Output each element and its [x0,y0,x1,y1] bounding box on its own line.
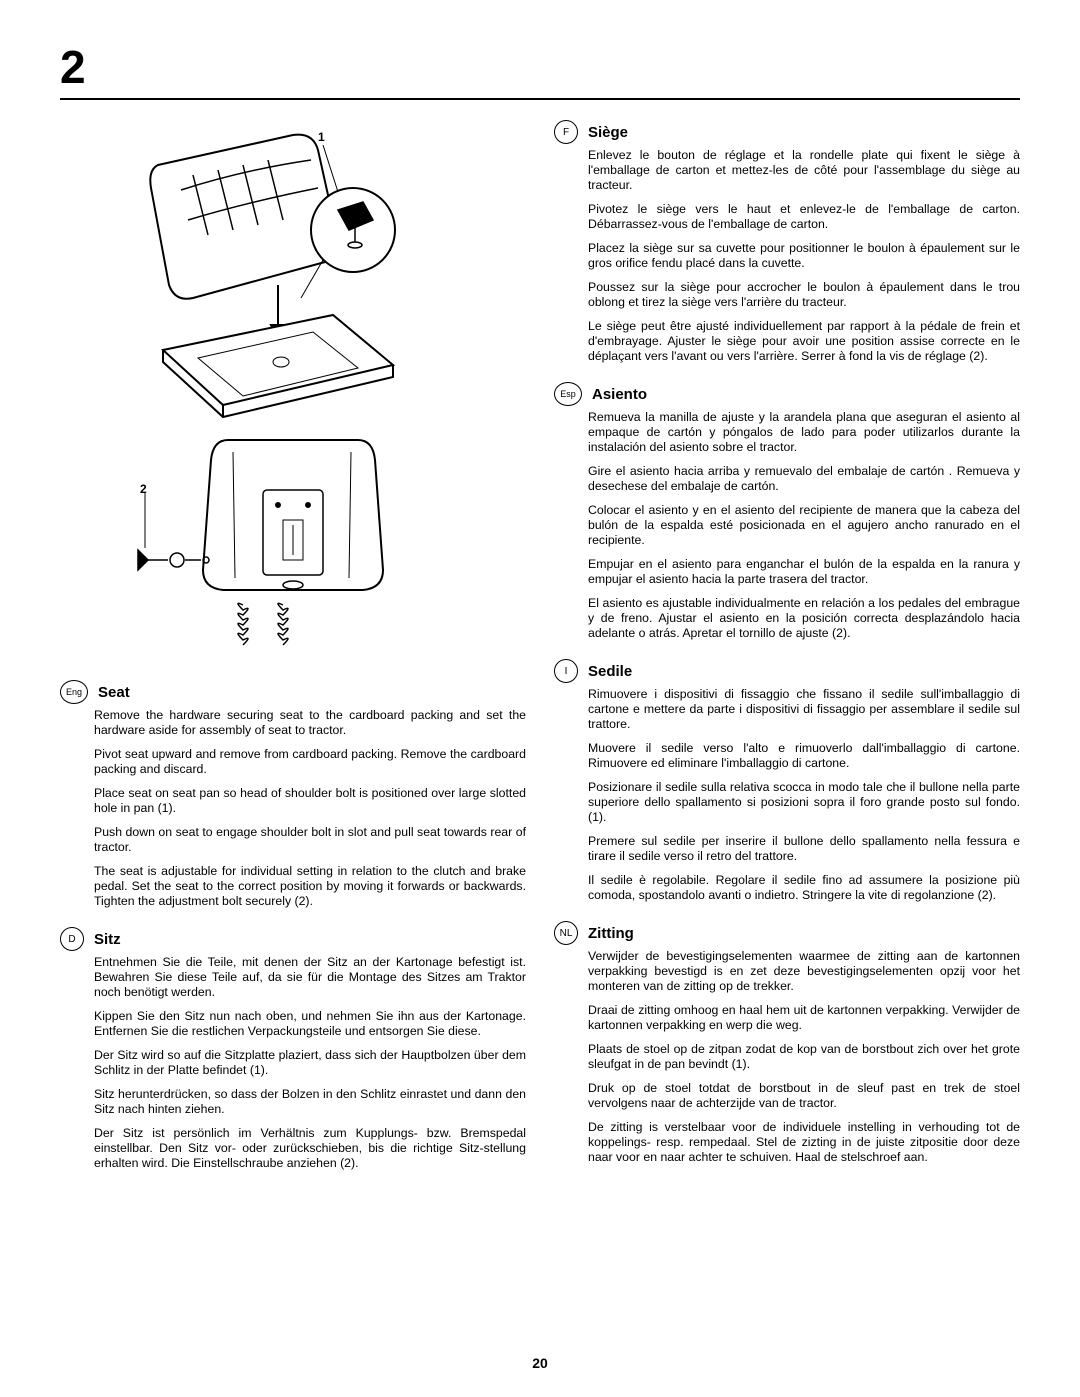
section-number: 2 [60,40,1020,94]
page-number: 20 [0,1355,1080,1371]
para: Plaats de stoel op de zitpan zodat de ko… [554,1042,1020,1072]
para: Verwijder de bevestigingselementen waarm… [554,949,1020,994]
para: Remueva la manilla de ajuste y la arande… [554,410,1020,455]
lang-block-eng: Eng Seat Remove the hardware securing se… [60,680,526,909]
lang-block-d: D Sitz Entnehmen Sie die Teile, mit dene… [60,927,526,1171]
lang-header-f: F Siège [554,120,1020,144]
seat-diagram-svg [60,120,526,680]
lang-header-i: I Sedile [554,659,1020,683]
content-columns: 1 2 [60,120,1020,1189]
lang-title-i: Sedile [588,663,632,680]
seat-diagram: 1 2 [60,120,526,680]
lang-code-f: F [554,120,578,144]
lang-code-eng: Eng [60,680,88,704]
para: Colocar el asiento y en el asiento del r… [554,503,1020,548]
lang-header-eng: Eng Seat [60,680,526,704]
para: Pivot seat upward and remove from cardbo… [60,747,526,777]
para: Empujar en el asiento para enganchar el … [554,557,1020,587]
lang-code-esp: Esp [554,382,582,406]
right-column: F Siège Enlevez le bouton de réglage et … [554,120,1020,1189]
para: Gire el asiento hacia arriba y remuevalo… [554,464,1020,494]
para: Muovere il sedile verso l'alto e rimuove… [554,741,1020,771]
para: Sitz herunterdrücken, so dass der Bolzen… [60,1087,526,1117]
lang-code-nl: NL [554,921,578,945]
left-column: 1 2 [60,120,526,1189]
para: Enlevez le bouton de réglage et la ronde… [554,148,1020,193]
para: Push down on seat to engage shoulder bol… [60,825,526,855]
lang-block-esp: Esp Asiento Remueva la manilla de ajuste… [554,382,1020,641]
para: Der Sitz wird so auf die Sitzplatte plaz… [60,1048,526,1078]
lang-code-i: I [554,659,578,683]
lang-block-f: F Siège Enlevez le bouton de réglage et … [554,120,1020,364]
para: Premere sul sedile per inserire il bullo… [554,834,1020,864]
para: Kippen Sie den Sitz nun nach oben, und n… [60,1009,526,1039]
para: El asiento es ajustable individualmente … [554,596,1020,641]
lang-block-nl: NL Zitting Verwijder de bevestigingselem… [554,921,1020,1165]
lang-header-d: D Sitz [60,927,526,951]
diagram-callout-1: 1 [318,130,325,144]
lang-title-nl: Zitting [588,925,634,942]
lang-title-eng: Seat [98,684,130,701]
para: Poussez sur la siège pour accrocher le b… [554,280,1020,310]
lang-title-f: Siège [588,124,628,141]
para: Placez la siège sur sa cuvette pour posi… [554,241,1020,271]
para: De zitting is verstelbaar voor de indivi… [554,1120,1020,1165]
para: Posizionare il sedile sulla relativa sco… [554,780,1020,825]
para: Place seat on seat pan so head of should… [60,786,526,816]
para: Der Sitz ist persönlich im Verhältnis zu… [60,1126,526,1171]
para: Le siège peut être ajusté individuelleme… [554,319,1020,364]
para: Rimuovere i dispositivi di fissaggio che… [554,687,1020,732]
lang-title-esp: Asiento [592,386,647,403]
para: Remove the hardware securing seat to the… [60,708,526,738]
lang-block-i: I Sedile Rimuovere i dispositivi di fiss… [554,659,1020,903]
lang-title-d: Sitz [94,931,121,948]
lang-header-nl: NL Zitting [554,921,1020,945]
para: Druk op de stoel totdat de borstbout in … [554,1081,1020,1111]
horizontal-rule [60,98,1020,100]
diagram-callout-2: 2 [140,482,147,496]
lang-code-d: D [60,927,84,951]
para: Draai de zitting omhoog en haal hem uit … [554,1003,1020,1033]
lang-header-esp: Esp Asiento [554,382,1020,406]
para: Il sedile è regolabile. Regolare il sedi… [554,873,1020,903]
para: Entnehmen Sie die Teile, mit denen der S… [60,955,526,1000]
para: The seat is adjustable for individual se… [60,864,526,909]
para: Pivotez le siège vers le haut et enlevez… [554,202,1020,232]
